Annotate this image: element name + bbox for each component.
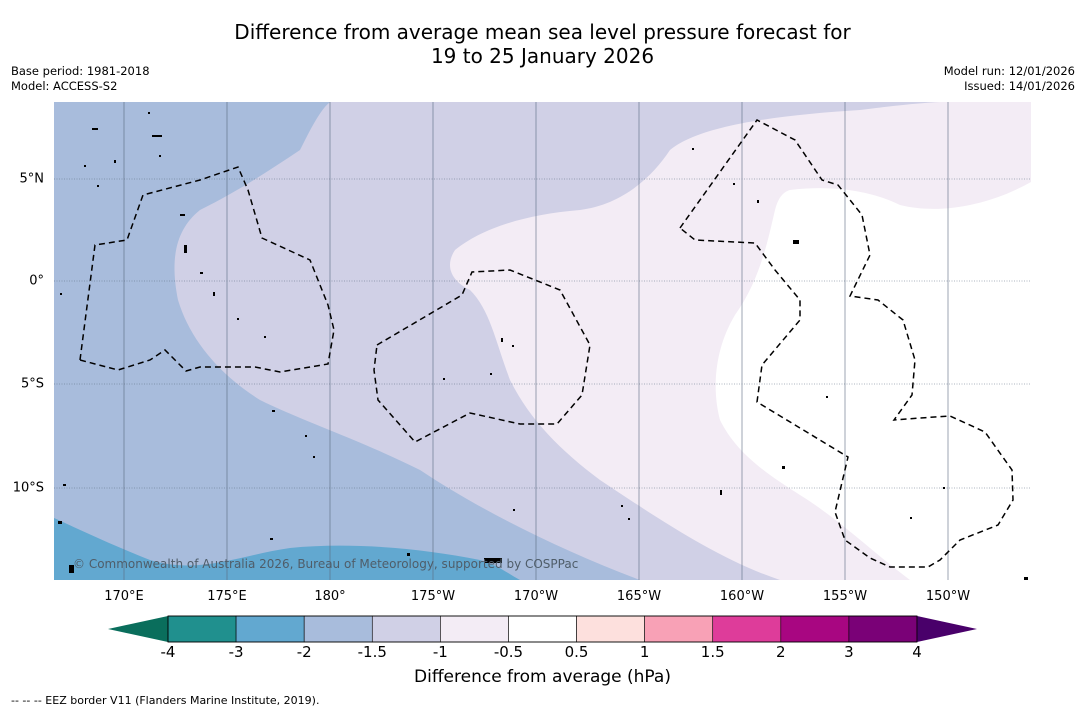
meta-left: Base period: 1981-2018 Model: ACCESS-S2 [11,64,150,94]
colorbar-tick-label: -4 [160,643,176,661]
colorbar-tick-label: -1.5 [357,643,387,661]
x-tick-170w: 170°W [513,589,559,604]
map-credit: © Commonwealth of Australia 2026, Bureau… [73,557,579,571]
colorbar-extend-high [917,616,977,642]
colorbar-tick-label: 1.5 [700,643,725,661]
x-tick-160w: 160°W [719,589,765,604]
eez-kiribati-phoenix [373,269,591,443]
colorbar-tick-label: -0.5 [493,643,524,661]
model-run: Model run: 12/01/2026 [943,64,1075,78]
y-tick-10s: 10°S [12,480,44,496]
colorbar-segment [712,615,782,643]
islands [58,112,1028,580]
eez-borders [79,119,1014,568]
graticule [123,102,949,580]
title-line-2: 19 to 25 January 2026 [430,44,655,68]
colorbar-segment [371,615,441,643]
eez-kiribati-gilbert [79,166,335,373]
colorbar-tick-label: 1 [639,643,650,661]
anomaly-field-minus-3 [54,518,520,580]
colorbar-segment [167,615,237,643]
base-period: Base period: 1981-2018 [11,64,150,78]
issued-date: Issued: 14/01/2026 [964,79,1075,93]
y-tick-0: 0° [29,273,44,289]
colorbar-tick-label: 3 [844,643,854,661]
y-tick-5n: 5°N [19,171,45,187]
colorbar-segment [644,615,714,643]
colorbar-segment [440,615,509,643]
anomaly-field-near-zero [715,182,1031,580]
colorbar-tick-label: -1 [432,643,448,661]
map-title: Difference from average mean sea level p… [0,20,1085,68]
x-tick-175w: 175°W [410,589,456,604]
title-line-1: Difference from average mean sea level p… [234,20,851,44]
map-area [54,102,1031,580]
y-tick-5s: 5°S [20,376,44,392]
eez-kiribati-line [678,119,1014,568]
colorbar-segment [508,615,577,643]
colorbar-tick-label: 0.5 [564,643,589,661]
colorbar-extend-low [108,616,168,642]
colorbar-segment [303,615,373,643]
colorbar-tick-label: 4 [912,643,922,661]
colorbar [108,615,977,643]
colorbar-segment [576,615,645,643]
x-tick-165w: 165°W [616,589,662,604]
colorbar-tick-label: 2 [776,643,786,661]
colorbar-segment [848,615,918,643]
x-tick-150w: 150°W [925,589,971,604]
eez-legend: -- -- -- EEZ border V11 (Flanders Marine… [11,694,320,707]
meta-right: Model run: 12/01/2026 Issued: 14/01/2026 [944,64,1075,94]
colorbar-title: Difference from average (hPa) [414,667,671,687]
x-tick-175e: 175°E [207,589,247,604]
latitude-lines [54,178,1031,489]
colorbar-segment [780,615,850,643]
colorbar-segment [235,615,305,643]
x-tick-155w: 155°W [822,589,868,604]
x-tick-180: 180° [314,589,346,604]
colorbar-tick-label: -3 [228,643,244,661]
model-name: Model: ACCESS-S2 [11,79,118,93]
x-tick-170e: 170°E [104,589,144,604]
colorbar-tick-label: -2 [296,643,312,661]
